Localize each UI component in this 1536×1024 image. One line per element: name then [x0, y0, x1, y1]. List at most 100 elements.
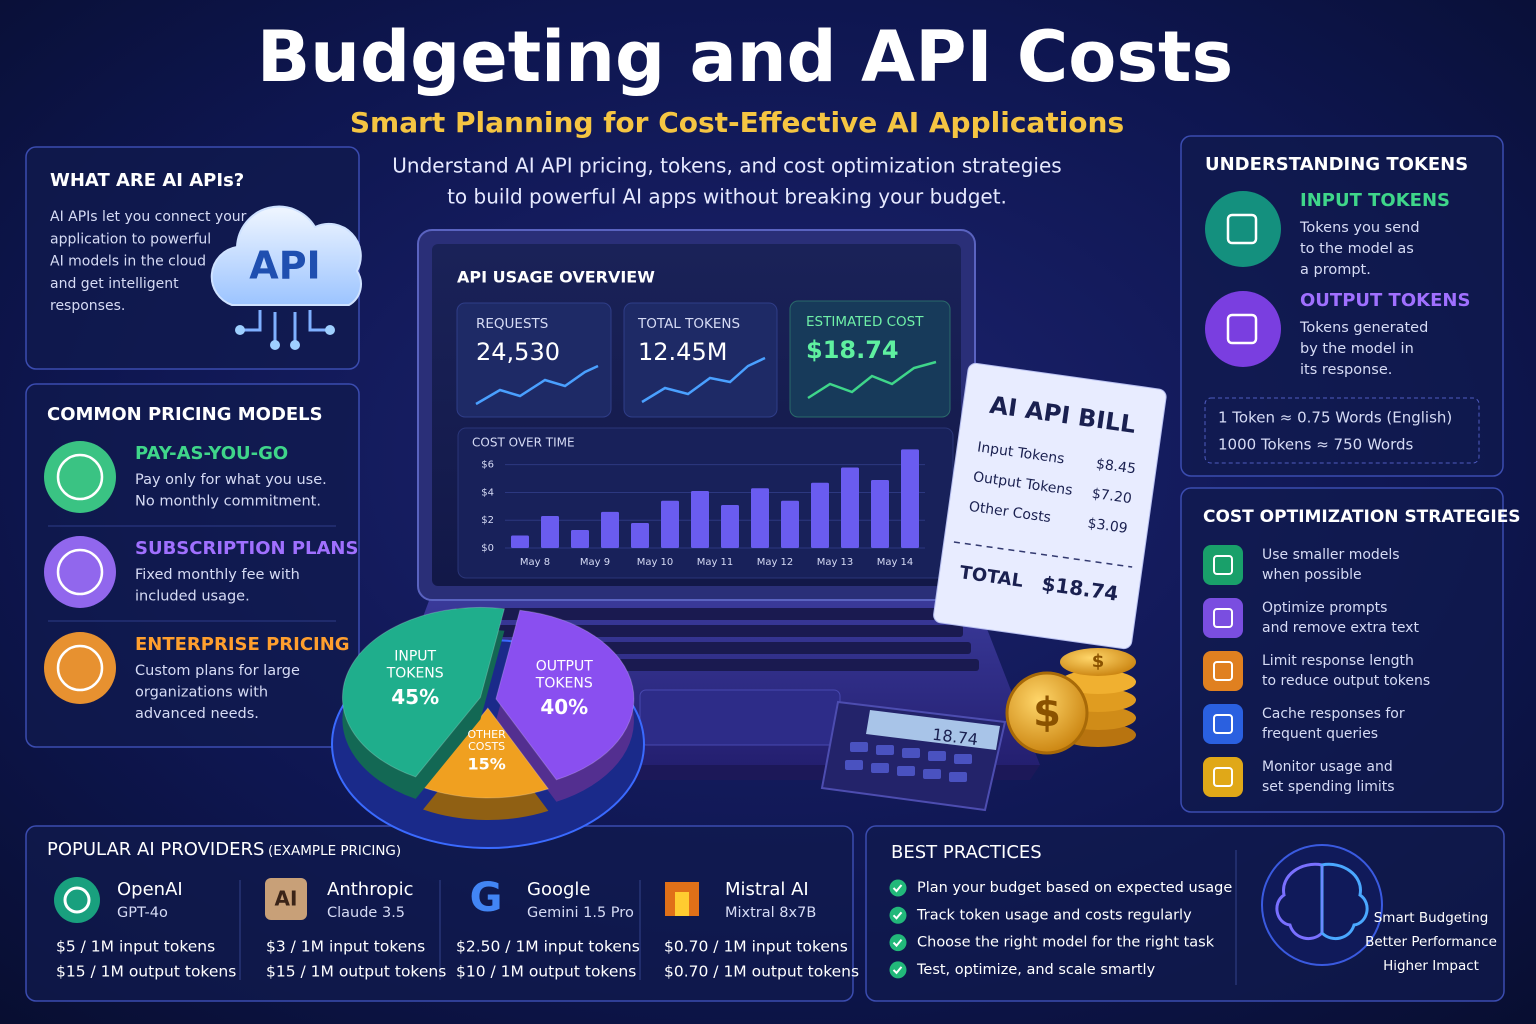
bill-amount: $8.45 — [1095, 456, 1137, 477]
pie-label: OTHER — [468, 728, 507, 741]
x-tick-label: May 13 — [817, 557, 854, 568]
strategy-text: set spending limits — [1262, 779, 1395, 795]
y-tick-label: $0 — [481, 543, 494, 554]
pie-label: OUTPUT — [536, 659, 594, 675]
decoration — [290, 340, 300, 350]
strategy-glyph — [1213, 714, 1233, 734]
pie-label: TOKENS — [386, 666, 444, 682]
x-tick-label: May 9 — [580, 557, 610, 568]
provider-logo — [265, 878, 307, 920]
decoration — [845, 760, 863, 770]
pricing-text: advanced needs. — [135, 706, 259, 722]
decoration — [1320, 862, 1369, 941]
pie-chart — [331, 606, 645, 849]
provider-output: $10 / 1M output tokens — [456, 963, 636, 981]
strategy-text: Monitor usage and — [1262, 759, 1393, 775]
pricing-name: ENTERPRISE PRICING — [135, 634, 350, 655]
decoration — [1005, 671, 1089, 755]
bar — [601, 511, 619, 548]
decoration — [807, 360, 937, 400]
strategy-text: to reduce output tokens — [1262, 673, 1430, 689]
token-note: 1 Token ≈ 0.75 Words (English) — [1218, 409, 1452, 427]
stat-value: $18.74 — [806, 336, 899, 364]
stat-value: 12.45M — [638, 338, 727, 366]
panel-title-note: (EXAMPLE PRICING) — [268, 843, 401, 859]
decoration — [845, 742, 972, 782]
token-icon — [1205, 191, 1281, 267]
decoration — [923, 769, 941, 779]
pie-slice-group — [341, 606, 506, 799]
x-tick-label: May 10 — [637, 557, 674, 568]
decoration — [949, 772, 967, 782]
panel-title: BEST PRACTICES — [891, 842, 1042, 863]
pie-slice — [341, 606, 506, 778]
y-tick-label: $2 — [481, 515, 494, 526]
brain-icon — [1261, 844, 1383, 966]
decoration — [325, 325, 335, 335]
strategy-icon — [1203, 757, 1243, 797]
strategies-panel — [1180, 487, 1504, 813]
intro-line: Understand AI API pricing, tokens, and c… — [392, 154, 1061, 178]
panel-title: WHAT ARE AI APIs? — [50, 170, 244, 191]
provider-output: $15 / 1M output tokens — [56, 963, 236, 981]
token-name: OUTPUT TOKENS — [1300, 290, 1470, 311]
decoration — [928, 751, 946, 761]
decoration — [235, 325, 245, 335]
provider-model: Gemini 1.5 Pro — [527, 905, 634, 921]
provider-name: OpenAI — [117, 879, 183, 900]
strategy-text: frequent queries — [1262, 726, 1378, 742]
check-glyph — [892, 884, 903, 893]
x-tick-label: May 14 — [877, 557, 914, 568]
cost-chart: COST OVER TIME $0 $2 $4 $6 May 8 May 9 May 10 Ma… — [472, 436, 925, 568]
check-glyph — [892, 966, 903, 975]
pricing-icon-ring — [56, 644, 104, 692]
decoration — [953, 541, 1133, 568]
decoration — [902, 748, 920, 758]
intro-line: to build powerful AI apps without breaki… — [447, 185, 1007, 209]
strategy-icon — [1203, 651, 1243, 691]
decoration — [876, 745, 894, 755]
provider-output: $0.70 / 1M output tokens — [664, 963, 859, 981]
provider-name: Anthropic — [327, 879, 414, 900]
stat-label: TOTAL TOKENS — [637, 316, 740, 332]
pricing-name: PAY-AS-YOU-GO — [135, 443, 288, 464]
provider-logo — [54, 877, 100, 923]
best-practice: Plan your budget based on expected usage — [917, 880, 1232, 896]
bar — [811, 482, 829, 548]
token-text: Tokens you send — [1299, 220, 1420, 236]
bar — [571, 529, 589, 548]
chart-title: COST OVER TIME — [472, 436, 575, 450]
decoration — [850, 742, 868, 752]
token-note: 1000 Tokens ≈ 750 Words — [1218, 436, 1413, 454]
bar — [721, 504, 739, 548]
decoration — [270, 340, 280, 350]
subtitle: Smart Planning for Cost-Effective AI App… — [350, 106, 1124, 139]
check-glyph — [892, 938, 903, 948]
pricing-icon — [44, 441, 116, 513]
decoration — [641, 356, 766, 404]
strategy-text: Cache responses for — [1262, 706, 1405, 722]
token-name: INPUT TOKENS — [1300, 190, 1450, 211]
token-icon-glyph — [1226, 213, 1258, 245]
bar — [901, 449, 919, 548]
panel-title: POPULAR AI PROVIDERS — [47, 839, 264, 860]
decoration — [1060, 648, 1136, 676]
provider-model: Mixtral 8x7B — [725, 905, 816, 921]
strategy-glyph — [1213, 767, 1233, 787]
strategy-icon — [1203, 545, 1243, 585]
strategy-glyph — [1213, 661, 1233, 681]
bill-amount: $3.09 — [1087, 516, 1129, 537]
token-text: its response. — [1300, 362, 1392, 378]
decoration — [456, 302, 612, 418]
bar — [511, 535, 529, 548]
provider-logo-text: AI — [275, 887, 298, 911]
decoration — [871, 763, 889, 773]
bar — [841, 467, 859, 548]
stat-label: ESTIMATED COST — [806, 314, 924, 330]
strategy-icon — [1203, 598, 1243, 638]
coins — [1005, 648, 1136, 755]
token-text: Tokens generated — [1299, 320, 1428, 336]
pricing-name: SUBSCRIPTION PLANS — [135, 538, 358, 559]
provider-input: $0.70 / 1M input tokens — [664, 938, 848, 956]
